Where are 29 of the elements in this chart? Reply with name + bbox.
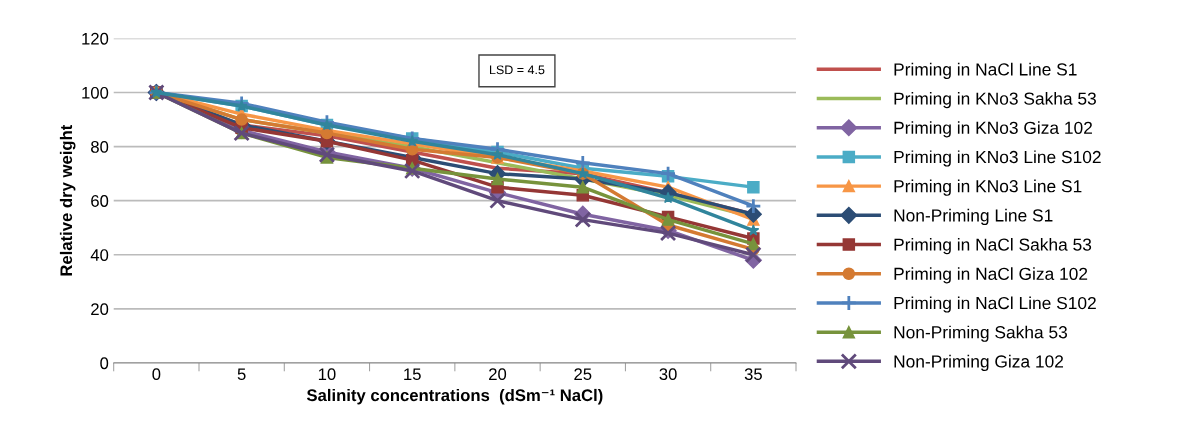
x-tick-label: 5 bbox=[237, 368, 246, 381]
legend-label: Non-Priming Sakha 53 bbox=[894, 325, 1067, 342]
y-tick-label: 60 bbox=[91, 195, 109, 207]
x-tick-label: 30 bbox=[659, 368, 677, 381]
y-tick-label: 80 bbox=[91, 141, 109, 153]
x-tick-label: 25 bbox=[574, 368, 592, 381]
x-axis-title: Salinity concentrations (dSm⁻¹ NaCl) bbox=[306, 388, 603, 405]
x-tick-label: 0 bbox=[152, 368, 161, 381]
legend-label: Priming in KNo3 Line S102 bbox=[894, 150, 1101, 167]
x-tick-label: 15 bbox=[404, 368, 421, 381]
legend-label: Priming in NaCl Giza 102 bbox=[894, 267, 1088, 284]
legend-label: Non-Priming Giza 102 bbox=[894, 354, 1064, 372]
y-tick-label: 100 bbox=[82, 86, 109, 99]
y-tick-label: 40 bbox=[90, 249, 109, 261]
legend-label: Non-Priming Line S1 bbox=[894, 208, 1053, 226]
legend-label: Priming in KNo3 Giza 102 bbox=[894, 121, 1092, 138]
annotation: LSD = 4.5 bbox=[490, 65, 545, 75]
x-tick-label: 35 bbox=[744, 368, 762, 381]
y-axis-title: Relative dry weight bbox=[59, 124, 76, 276]
legend-label: Priming in NaCl Line S102 bbox=[894, 296, 1096, 313]
legend-label: Priming in KNo3 Sakha 53 bbox=[894, 92, 1096, 109]
y-tick-label: 0 bbox=[100, 357, 109, 370]
y-tick-label: 20 bbox=[91, 303, 109, 316]
y-tick-label: 120 bbox=[82, 32, 109, 45]
legend-label: Priming in NaCl Sakha 53 bbox=[894, 238, 1092, 255]
legend-label: Priming in KNo3 Line S1 bbox=[894, 179, 1082, 196]
x-tick-label: 20 bbox=[489, 368, 507, 381]
legend-label: Priming in NaCl Line S1 bbox=[894, 62, 1077, 79]
x-tick-label: 10 bbox=[318, 368, 336, 381]
